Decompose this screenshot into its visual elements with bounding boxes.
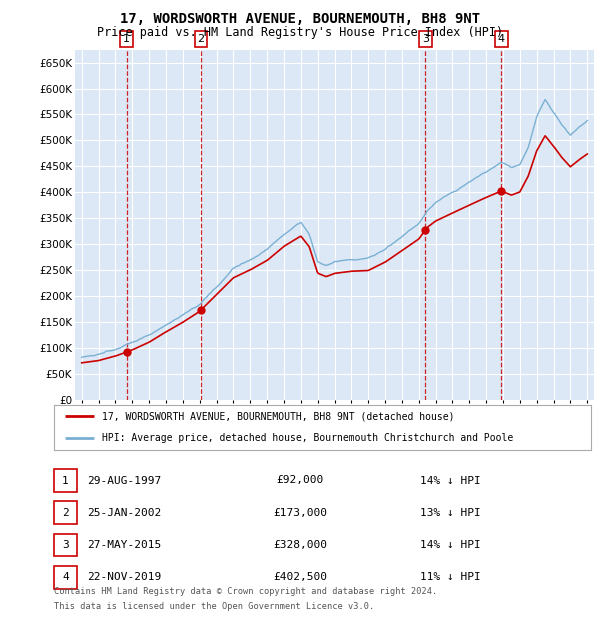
Text: 2: 2 [197,34,205,44]
Text: HPI: Average price, detached house, Bournemouth Christchurch and Poole: HPI: Average price, detached house, Bour… [103,433,514,443]
Bar [127,50,201,400]
Text: 1: 1 [62,476,69,485]
Text: 1: 1 [123,34,130,44]
Text: £328,000: £328,000 [273,540,327,550]
Text: 25-JAN-2002: 25-JAN-2002 [87,508,161,518]
Text: 4: 4 [498,34,505,44]
Text: 2: 2 [62,508,69,518]
Text: 3: 3 [62,540,69,550]
Text: 3: 3 [422,34,429,44]
Text: 4: 4 [62,572,69,582]
Text: £92,000: £92,000 [277,476,323,485]
Text: 14% ↓ HPI: 14% ↓ HPI [420,540,481,550]
Text: 17, WORDSWORTH AVENUE, BOURNEMOUTH, BH8 9NT (detached house): 17, WORDSWORTH AVENUE, BOURNEMOUTH, BH8 … [103,411,455,421]
Text: 13% ↓ HPI: 13% ↓ HPI [420,508,481,518]
Text: £402,500: £402,500 [273,572,327,582]
Text: £173,000: £173,000 [273,508,327,518]
Text: 17, WORDSWORTH AVENUE, BOURNEMOUTH, BH8 9NT: 17, WORDSWORTH AVENUE, BOURNEMOUTH, BH8 … [120,12,480,27]
Text: 14% ↓ HPI: 14% ↓ HPI [420,476,481,485]
Text: 29-AUG-1997: 29-AUG-1997 [87,476,161,485]
Text: 22-NOV-2019: 22-NOV-2019 [87,572,161,582]
Text: Contains HM Land Registry data © Crown copyright and database right 2024.: Contains HM Land Registry data © Crown c… [54,587,437,596]
Bar [425,50,502,400]
Text: Price paid vs. HM Land Registry's House Price Index (HPI): Price paid vs. HM Land Registry's House … [97,26,503,39]
Text: 11% ↓ HPI: 11% ↓ HPI [420,572,481,582]
Text: 27-MAY-2015: 27-MAY-2015 [87,540,161,550]
Text: This data is licensed under the Open Government Licence v3.0.: This data is licensed under the Open Gov… [54,601,374,611]
